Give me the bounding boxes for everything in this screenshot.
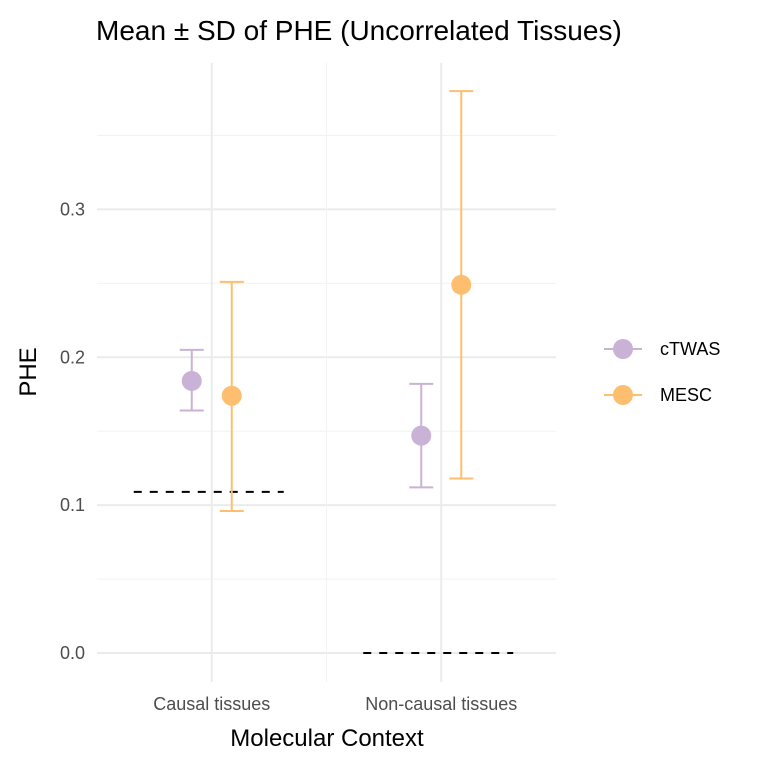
grid xyxy=(97,63,556,682)
reference-lines xyxy=(133,490,514,655)
y-axis-label: PHE xyxy=(15,347,42,396)
x-tick-label: Non-causal tissues xyxy=(365,694,517,714)
legend-key-point xyxy=(613,339,633,359)
legend: cTWAS MESC xyxy=(604,339,720,405)
legend-key-point xyxy=(613,385,633,405)
y-tick-label: 0.0 xyxy=(60,643,85,663)
mean-point-ctwas xyxy=(411,425,432,446)
x-tick-label: Causal tissues xyxy=(153,694,270,714)
y-tick-label: 0.2 xyxy=(60,347,85,367)
x-axis: Causal tissues Non-causal tissues xyxy=(153,694,517,714)
x-axis-label: Molecular Context xyxy=(230,725,424,752)
y-axis: 0.0 0.1 0.2 0.3 xyxy=(60,199,85,663)
legend-label: cTWAS xyxy=(660,339,720,359)
y-tick-label: 0.3 xyxy=(60,199,85,219)
mean-point-mesc xyxy=(451,274,472,295)
mean-point-mesc xyxy=(221,385,242,406)
mean-point-ctwas xyxy=(181,370,202,391)
y-tick-label: 0.1 xyxy=(60,495,85,515)
legend-label: MESC xyxy=(660,385,712,405)
chart-title: Mean ± SD of PHE (Uncorrelated Tissues) xyxy=(96,15,622,46)
data-marks xyxy=(179,90,474,513)
